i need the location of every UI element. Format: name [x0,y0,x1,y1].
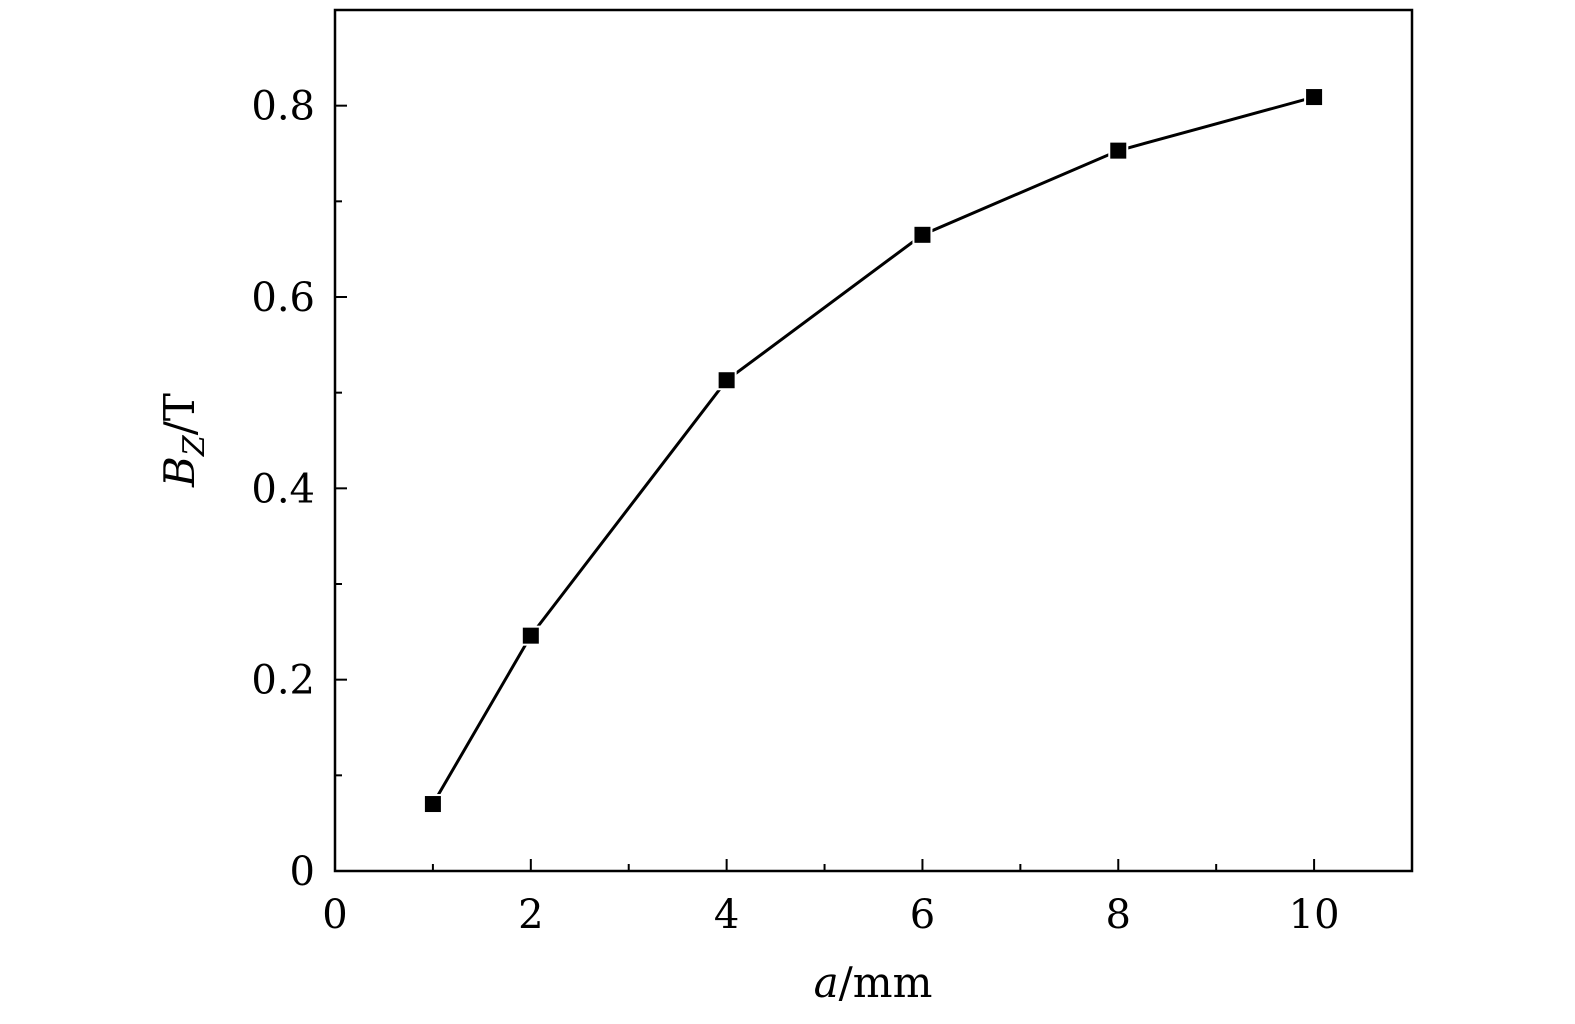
x-tick-label: 8 [1106,892,1131,938]
y-axis-label-var: B [155,456,204,488]
y-axis-label-sub: Z [177,434,212,457]
y-tick-label: 0.2 [251,658,315,704]
ticks [334,104,1316,872]
y-tick-label: 0.8 [251,84,315,130]
tick-labels: 0 2 4 6 8 10 0 0.2 0.4 0.6 0.8 [251,84,1339,938]
plot-frame [333,8,1414,873]
y-tick-label: 0.4 [251,466,315,512]
x-axis-label-unit: /mm [839,958,933,1007]
x-tick-label: 2 [518,892,543,938]
x-tick-label: 0 [322,892,347,938]
y-axis-label-unit: /T [155,393,204,435]
data-point [912,224,933,245]
x-axis-label: a/mm [814,958,933,1007]
x-tick-label: 10 [1289,892,1340,938]
y-tick-label: 0.6 [251,275,315,321]
data-point [422,794,443,815]
x-tick-label: 6 [910,892,935,938]
data-point [716,370,737,391]
data-point [1304,87,1325,108]
axes [333,8,1414,873]
data-point [1108,140,1129,161]
x-axis-label-var: a [814,958,839,1007]
x-tick-label: 4 [714,892,739,938]
series-line [431,95,1315,805]
y-tick-label: 0 [290,849,315,895]
data-point [520,625,541,646]
y-axis-label: BZ/T [155,393,212,488]
series [422,87,1325,815]
